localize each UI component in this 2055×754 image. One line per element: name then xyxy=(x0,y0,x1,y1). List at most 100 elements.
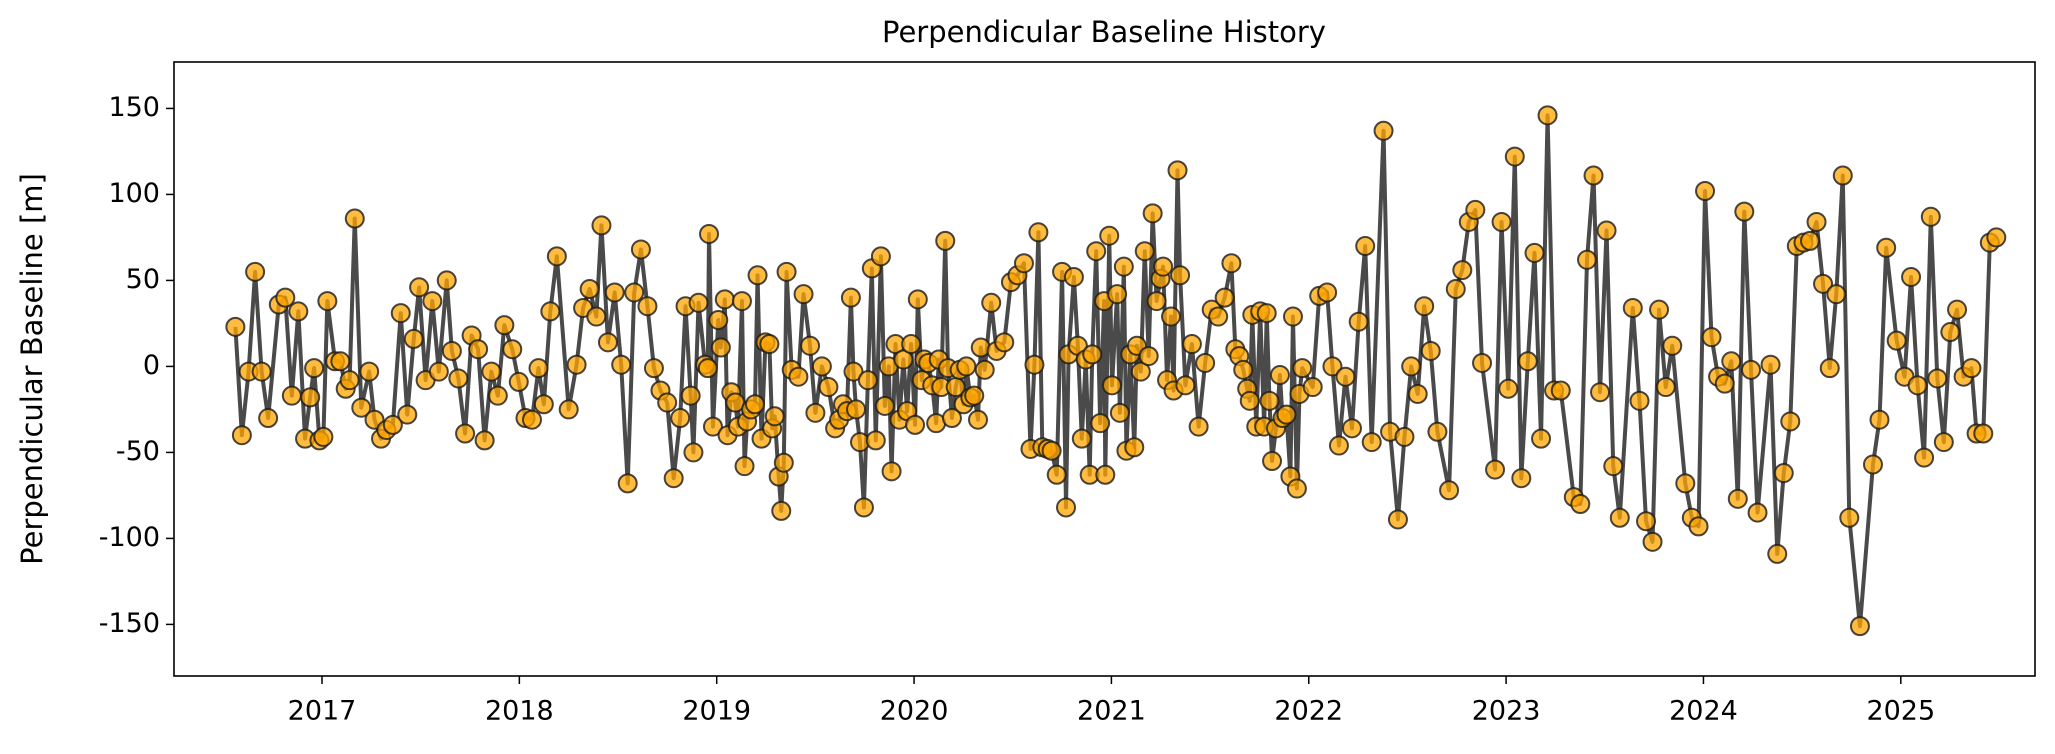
data-point xyxy=(1914,447,1935,468)
data-point xyxy=(1348,311,1369,332)
data-point xyxy=(313,426,334,447)
data-point xyxy=(397,404,418,425)
x-tick-label: 2024 xyxy=(1669,696,1738,727)
data-point xyxy=(1401,356,1422,377)
data-point xyxy=(941,408,962,429)
data-point xyxy=(403,328,424,349)
data-point xyxy=(604,282,625,303)
data-point xyxy=(1041,440,1062,461)
data-point xyxy=(1262,451,1283,472)
x-tick-label: 2023 xyxy=(1472,696,1541,727)
data-point xyxy=(811,356,832,377)
data-point xyxy=(494,315,515,336)
data-point xyxy=(1256,303,1277,324)
y-tick-label: -150 xyxy=(99,608,160,639)
data-point xyxy=(1629,390,1650,411)
data-point xyxy=(1373,120,1394,141)
data-point xyxy=(1188,416,1209,437)
data-point xyxy=(1146,291,1167,312)
data-point xyxy=(1028,222,1049,243)
data-point xyxy=(344,208,365,229)
data-point xyxy=(1504,146,1525,167)
data-point xyxy=(558,399,579,420)
data-point xyxy=(1124,437,1145,458)
data-point xyxy=(967,409,988,430)
data-point xyxy=(1767,543,1788,564)
data-point xyxy=(540,301,561,322)
y-tick-label: 100 xyxy=(108,178,160,209)
data-point xyxy=(1130,361,1151,382)
data-point xyxy=(708,309,729,330)
data-point xyxy=(339,370,360,391)
data-point xyxy=(680,385,701,406)
data-point xyxy=(893,349,914,370)
data-point xyxy=(1806,211,1827,232)
data-point xyxy=(1886,330,1907,351)
data-point xyxy=(304,358,325,379)
data-point xyxy=(468,339,489,360)
data-point xyxy=(275,287,296,308)
data-point xyxy=(1095,464,1116,485)
data-point xyxy=(281,385,302,406)
data-point xyxy=(1322,356,1343,377)
data-point xyxy=(1341,418,1362,439)
y-tick-label: -100 xyxy=(99,522,160,553)
data-point xyxy=(1109,402,1130,423)
data-point xyxy=(1741,359,1762,380)
data-point xyxy=(1920,206,1941,227)
data-point xyxy=(688,292,709,313)
data-point xyxy=(441,340,462,361)
data-point xyxy=(1524,242,1545,263)
data-point xyxy=(637,296,658,317)
data-point xyxy=(731,291,752,312)
data-point xyxy=(1086,241,1107,262)
data-point xyxy=(1099,225,1120,246)
data-point xyxy=(764,406,785,427)
data-point xyxy=(1577,249,1598,270)
data-point xyxy=(1090,413,1111,434)
data-point xyxy=(846,399,867,420)
data-point xyxy=(1361,432,1382,453)
data-point xyxy=(670,408,691,429)
data-point xyxy=(502,339,523,360)
data-point xyxy=(1590,382,1611,403)
data-point xyxy=(225,316,246,337)
data-point xyxy=(245,261,266,282)
x-tick-label: 2021 xyxy=(1077,696,1146,727)
data-point xyxy=(1082,344,1103,365)
data-point xyxy=(1760,354,1781,375)
data-point xyxy=(1407,383,1428,404)
data-point xyxy=(1813,273,1834,294)
data-point xyxy=(1233,359,1254,380)
data-point xyxy=(528,358,549,379)
data-point xyxy=(390,303,411,324)
data-point xyxy=(974,359,995,380)
data-point xyxy=(1973,423,1994,444)
data-point xyxy=(1013,253,1034,274)
data-point xyxy=(258,408,279,429)
data-point xyxy=(591,215,612,236)
data-point xyxy=(1355,236,1376,257)
data-point xyxy=(881,461,902,482)
data-point xyxy=(1570,494,1591,515)
data-point xyxy=(1832,165,1853,186)
data-point xyxy=(300,387,321,408)
data-point xyxy=(1727,488,1748,509)
data-point xyxy=(776,261,797,282)
data-point xyxy=(1907,375,1928,396)
data-point xyxy=(1161,306,1182,327)
data-point xyxy=(818,377,839,398)
data-point xyxy=(994,332,1015,353)
data-point xyxy=(1933,432,1954,453)
data-point xyxy=(1862,454,1883,475)
data-point xyxy=(1335,366,1356,387)
data-point xyxy=(759,334,780,355)
data-point xyxy=(771,500,792,521)
data-point xyxy=(1107,284,1128,305)
data-point xyxy=(1609,507,1630,528)
data-point xyxy=(1826,284,1847,305)
data-point xyxy=(1221,253,1242,274)
data-point xyxy=(1167,160,1188,181)
data-point xyxy=(1472,352,1493,373)
y-tick-label: 150 xyxy=(108,92,160,123)
